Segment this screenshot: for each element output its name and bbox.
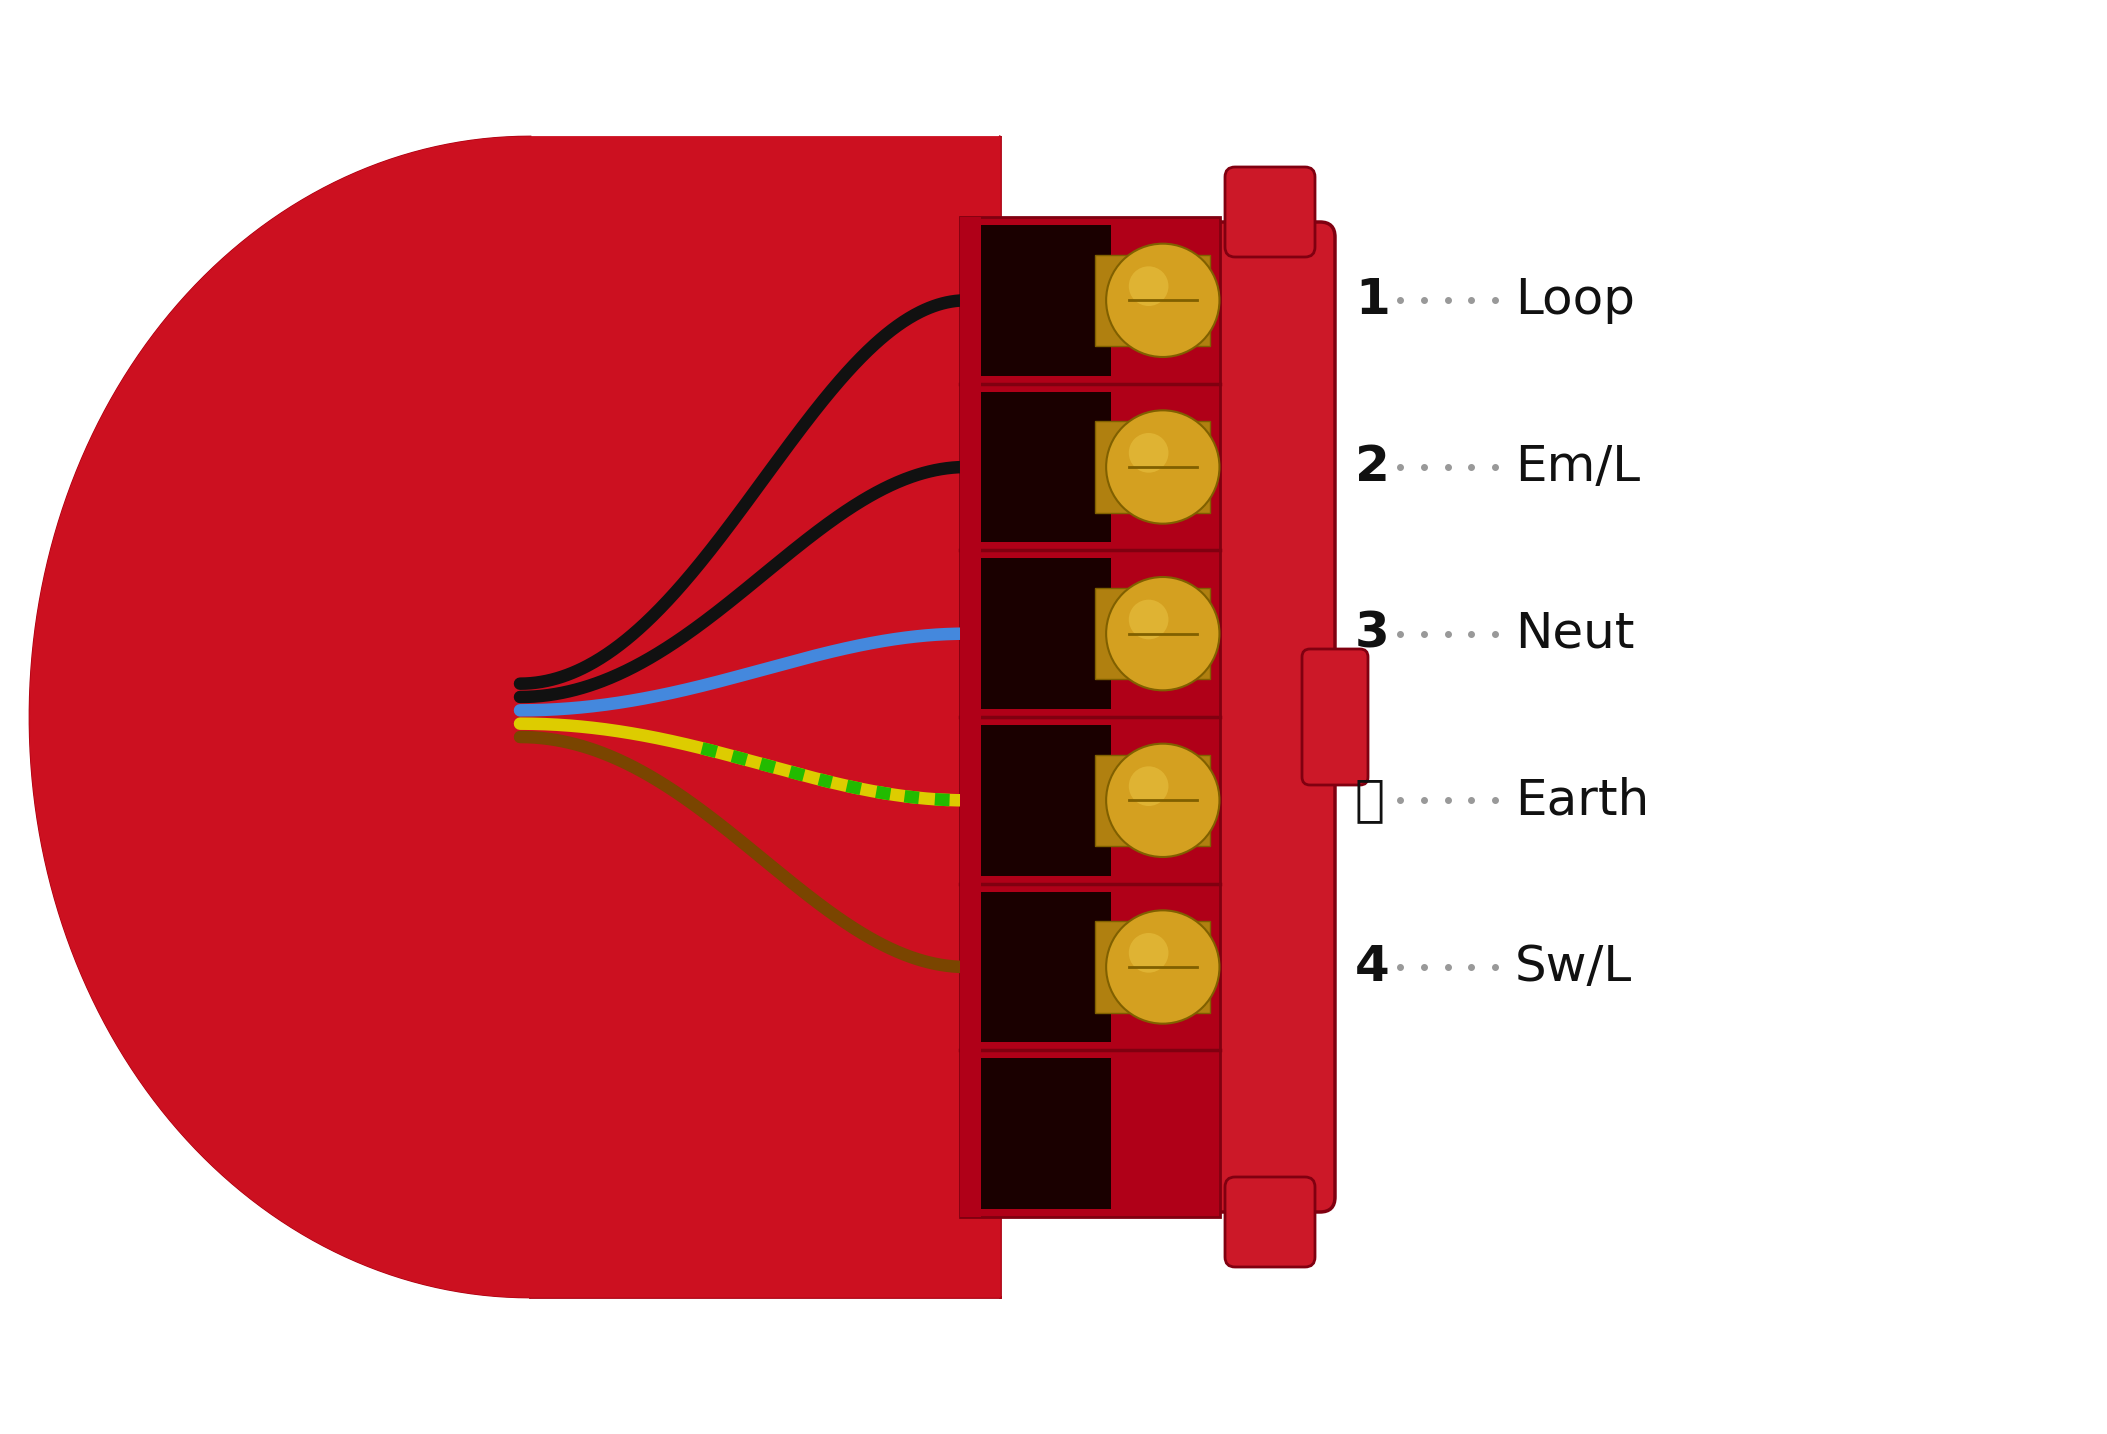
Bar: [967, 391, 1110, 542]
Bar: [967, 225, 1110, 376]
Bar: [1096, 921, 1209, 1012]
Text: 4: 4: [1355, 944, 1391, 991]
Text: Em/L: Em/L: [1515, 443, 1639, 490]
Text: Sw/L: Sw/L: [1515, 944, 1633, 991]
Circle shape: [1129, 599, 1169, 640]
Bar: [1096, 254, 1209, 346]
Text: Neut: Neut: [1515, 609, 1635, 658]
Circle shape: [1106, 410, 1220, 523]
Polygon shape: [29, 138, 1001, 1296]
Text: 1: 1: [1355, 277, 1391, 324]
Text: Loop: Loop: [1515, 277, 1635, 324]
Text: 2: 2: [1355, 443, 1391, 490]
Text: Earth: Earth: [1515, 776, 1650, 825]
FancyBboxPatch shape: [1302, 650, 1367, 784]
Circle shape: [1129, 766, 1169, 806]
Circle shape: [1129, 433, 1169, 473]
FancyBboxPatch shape: [1224, 166, 1315, 257]
Circle shape: [1106, 244, 1220, 357]
Bar: [961, 217, 1220, 1217]
FancyBboxPatch shape: [1224, 1177, 1315, 1268]
Bar: [967, 892, 1110, 1043]
Circle shape: [1129, 934, 1169, 972]
Bar: [967, 558, 1110, 708]
Circle shape: [1106, 576, 1220, 690]
Text: 3: 3: [1355, 609, 1391, 658]
Bar: [1096, 588, 1209, 680]
Circle shape: [1106, 911, 1220, 1024]
Bar: [1096, 422, 1209, 513]
Polygon shape: [29, 138, 1001, 1296]
Text: ⏚: ⏚: [1355, 776, 1384, 825]
Bar: [967, 1058, 1110, 1209]
Circle shape: [1106, 744, 1220, 858]
Bar: [961, 217, 980, 1217]
FancyBboxPatch shape: [1205, 222, 1336, 1212]
Bar: [1096, 754, 1209, 846]
Bar: [967, 726, 1110, 876]
Circle shape: [1129, 267, 1169, 305]
